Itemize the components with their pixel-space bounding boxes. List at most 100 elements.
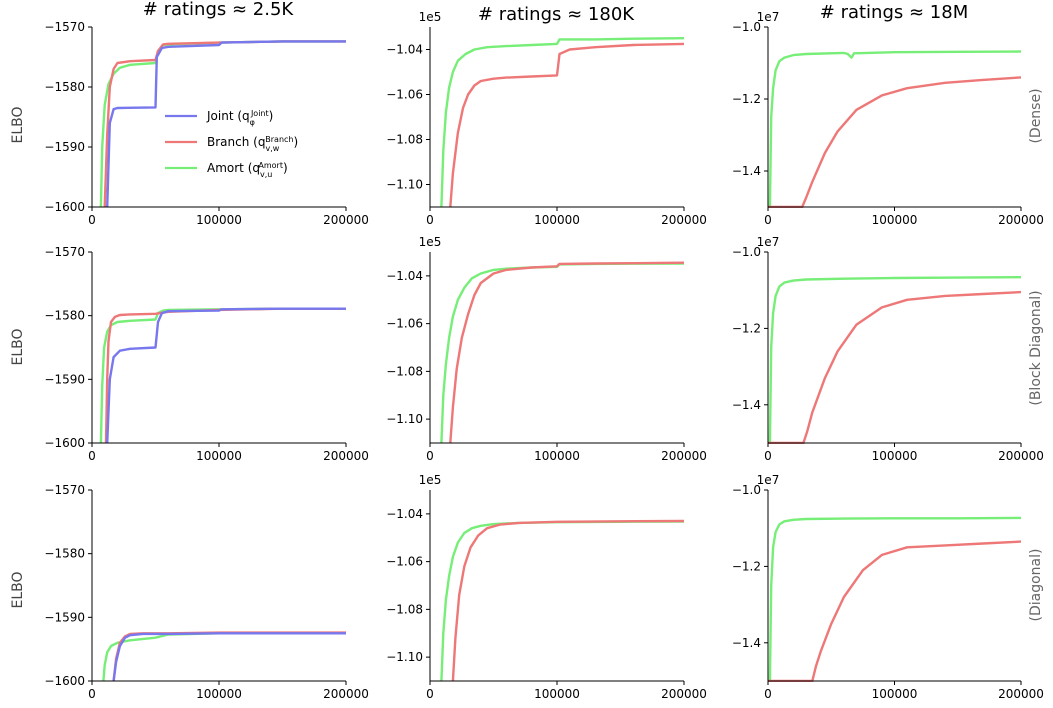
- row-labels: (Dense) (Block Diagonal) (Diagonal): [1028, 88, 1044, 621]
- y-tick-label: −1.06: [386, 317, 423, 331]
- series-line-amort: [99, 40, 346, 208]
- axis-exponent-label: 1e7: [757, 10, 780, 24]
- x-tick-label: 100000: [196, 449, 242, 463]
- panel-r2-c1: 0 100000 200000 −1600 −1590 −1580 −1570: [44, 245, 369, 463]
- y-tick-label: −1600: [44, 674, 85, 688]
- panel-r2-c2: 0 100000 200000 −1.10 −1.08 −1.06 −1.04 1e5: [386, 235, 707, 463]
- legend: Joint (qφJoint) Branch (qv,wBranch) Amor…: [165, 109, 298, 179]
- y-tick-label: −1.4: [732, 636, 761, 650]
- y-tick-label: −1.04: [386, 43, 423, 57]
- x-tick-label: 100000: [534, 213, 580, 227]
- row-label-diagonal: (Diagonal): [1028, 549, 1044, 622]
- y-tick-label: −1.04: [386, 507, 423, 521]
- y-tick-label: −1.0: [732, 245, 761, 259]
- x-tick-label: 200000: [998, 213, 1044, 227]
- series-line-branch: [449, 42, 684, 208]
- y-tick-label: −1.2: [732, 321, 761, 335]
- y-tick-label: −1.06: [386, 555, 423, 569]
- y-tick-label: −1590: [44, 140, 85, 154]
- panel-r1-c1: 0 100000 200000 −1600 −1590 −1580 −1570: [44, 20, 369, 227]
- ylabel-row-2: ELBO: [10, 328, 26, 365]
- series-line-joint: [106, 307, 346, 444]
- series-line-amort: [440, 520, 684, 682]
- x-tick-label: 0: [426, 687, 434, 701]
- x-tick-label: 100000: [534, 687, 580, 701]
- series-line-branch: [768, 540, 1021, 682]
- axis-exponent-label: 1e5: [419, 473, 442, 487]
- y-tick-label: −1.4: [732, 164, 761, 178]
- x-tick-label: 100000: [872, 687, 918, 701]
- axis-exponent-label: 1e5: [419, 235, 442, 249]
- y-tick-label: −1.08: [386, 602, 423, 616]
- axis-exponent-label: 1e5: [419, 10, 442, 24]
- row-label-block-diagonal: (Block Diagonal): [1028, 290, 1044, 405]
- y-tick-label: −1570: [44, 20, 85, 34]
- x-tick-label: 200000: [661, 213, 707, 227]
- x-tick-label: 100000: [196, 213, 242, 227]
- y-tick-label: −1590: [44, 372, 85, 386]
- series-line-branch: [768, 290, 1021, 444]
- series-line-branch: [449, 261, 684, 444]
- x-tick-label: 0: [88, 213, 96, 227]
- series-line-amort: [768, 276, 1021, 444]
- legend-label-branch: Branch (qv,wBranch): [207, 135, 298, 153]
- ylabel-row-3: ELBO: [10, 571, 26, 608]
- column-title-180k: # ratings ≈ 180K: [478, 4, 635, 25]
- x-tick-label: 100000: [534, 449, 580, 463]
- series-line-branch: [104, 307, 346, 444]
- series-line-amort: [102, 632, 346, 682]
- axis-exponent-label: 1e7: [757, 235, 780, 249]
- series-line-branch: [103, 40, 346, 208]
- x-tick-label: 200000: [323, 213, 369, 227]
- y-tick-label: −1.0: [732, 483, 761, 497]
- y-tick-label: −1.4: [732, 398, 761, 412]
- y-tick-label: −1590: [44, 610, 85, 624]
- series-line-branch: [768, 76, 1021, 208]
- legend-label-joint: Joint (qφJoint): [206, 109, 273, 127]
- x-tick-label: 200000: [998, 687, 1044, 701]
- y-axis-labels: ELBO ELBO ELBO: [10, 106, 26, 608]
- axis-exponent-label: 1e7: [757, 473, 780, 487]
- y-tick-label: −1.04: [386, 269, 423, 283]
- y-tick-label: −1570: [44, 483, 85, 497]
- x-tick-label: 0: [764, 449, 772, 463]
- y-tick-label: −1.10: [386, 650, 423, 664]
- series-line-amort: [99, 307, 346, 444]
- y-tick-label: −1.08: [386, 364, 423, 378]
- x-tick-label: 200000: [661, 687, 707, 701]
- panel-r3-c1: 0 100000 200000 −1600 −1590 −1580 −1570: [44, 483, 369, 701]
- series-line-amort: [440, 37, 684, 208]
- y-tick-label: −1580: [44, 547, 85, 561]
- y-tick-label: −1570: [44, 245, 85, 259]
- x-tick-label: 0: [764, 687, 772, 701]
- y-tick-label: −1.10: [386, 412, 423, 426]
- x-tick-label: 200000: [998, 449, 1044, 463]
- x-tick-label: 200000: [323, 687, 369, 701]
- x-tick-label: 0: [426, 449, 434, 463]
- x-tick-label: 200000: [661, 449, 707, 463]
- x-tick-label: 0: [764, 213, 772, 227]
- legend-label-amort: Amort (qv,uAmort): [207, 161, 288, 179]
- x-tick-label: 0: [88, 449, 96, 463]
- series-line-joint: [106, 40, 346, 208]
- y-tick-label: −1.08: [386, 133, 423, 147]
- y-tick-label: −1580: [44, 80, 85, 94]
- x-tick-label: 0: [426, 213, 434, 227]
- panel-r3-c2: 0 100000 200000 −1.10 −1.08 −1.06 −1.04 1e5: [386, 473, 707, 701]
- series-line-amort: [768, 516, 1021, 682]
- y-tick-label: −1.10: [386, 178, 423, 192]
- panels: 0 100000 200000 −1600 −1590 −1580 −1570 0 100000…: [44, 10, 1044, 701]
- series-line-branch: [451, 519, 684, 682]
- column-title-2.5k: # ratings ≈ 2.5K: [143, 0, 295, 20]
- x-tick-label: 100000: [872, 449, 918, 463]
- y-tick-label: −1.0: [732, 20, 761, 34]
- y-tick-label: −1.2: [732, 559, 761, 573]
- series-line-branch: [112, 631, 346, 682]
- y-tick-label: −1580: [44, 309, 85, 323]
- x-tick-label: 100000: [196, 687, 242, 701]
- ylabel-row-1: ELBO: [10, 106, 26, 143]
